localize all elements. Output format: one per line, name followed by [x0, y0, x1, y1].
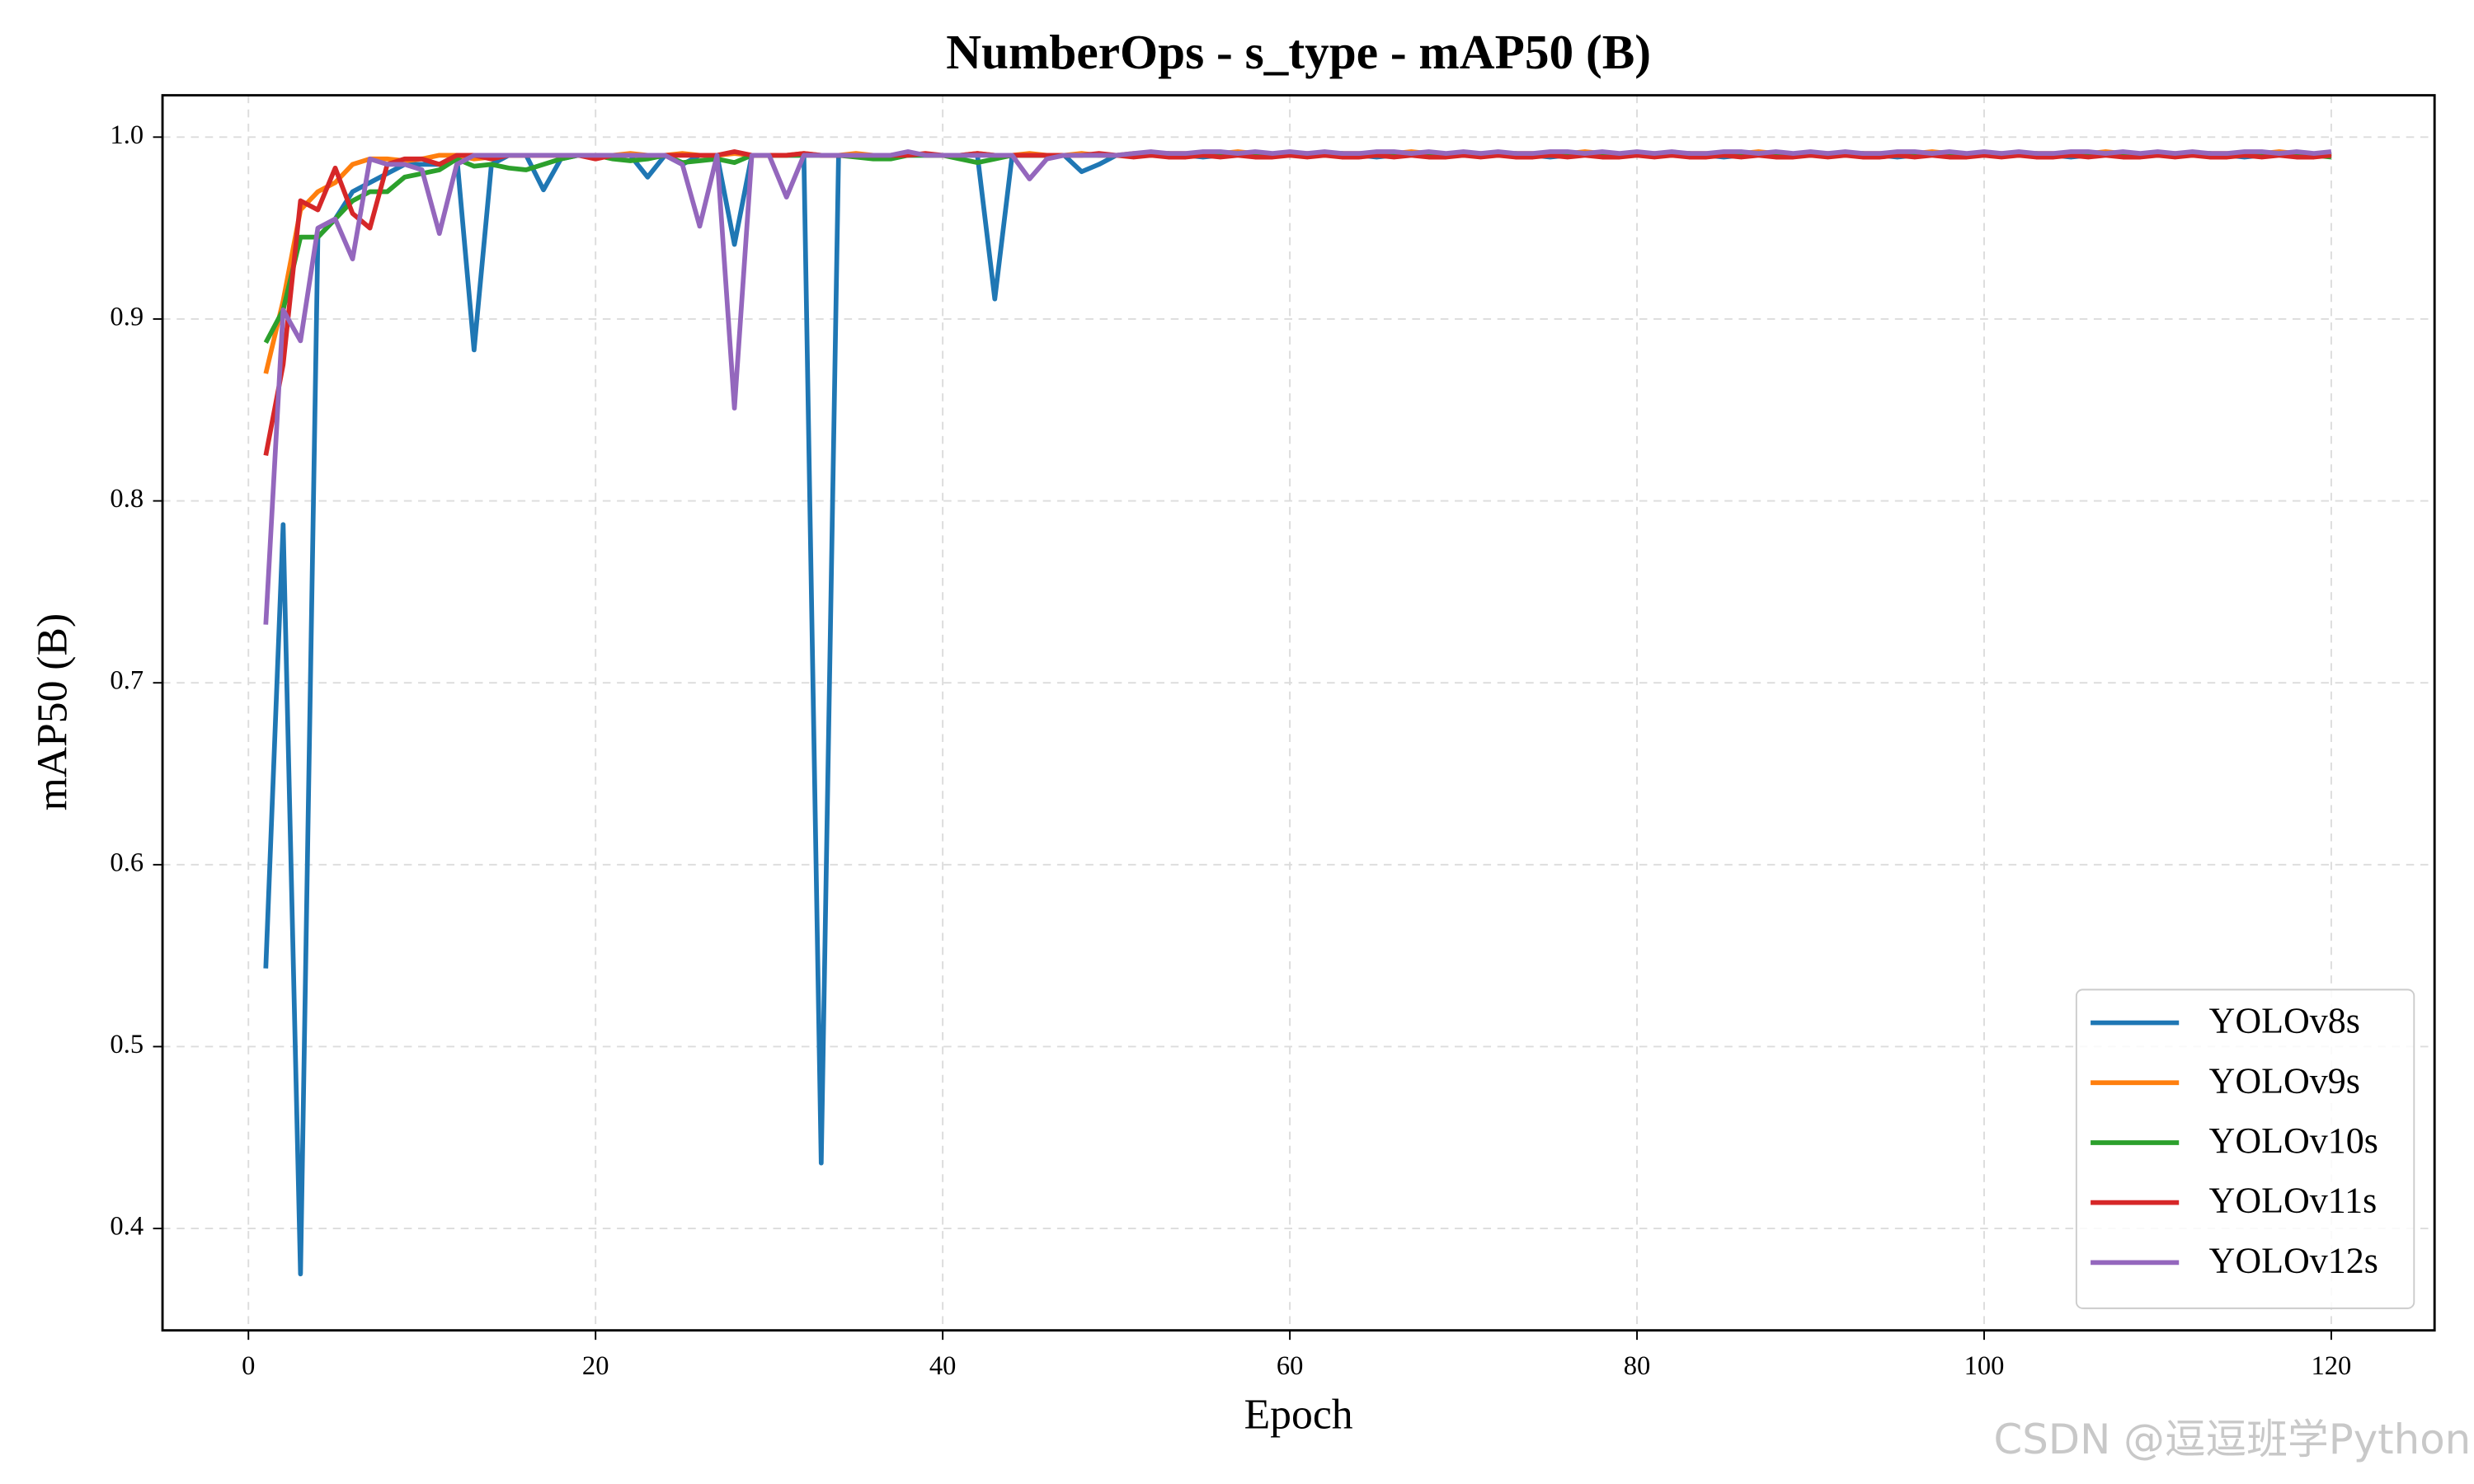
legend-box [2075, 989, 2415, 1309]
legend-label: YOLOv9s [2209, 1060, 2360, 1101]
x-tick-label: 120 [2312, 1351, 2352, 1381]
y-tick-label: 0.5 [110, 1030, 143, 1059]
x-axis-label: Epoch [1244, 1392, 1353, 1439]
y-tick-label: 0.7 [110, 666, 143, 696]
x-tick-label: 100 [1964, 1351, 2005, 1381]
y-tick-label: 0.9 [110, 302, 143, 331]
legend: YOLOv8s YOLOv9s YOLOv10s YOLOv11s YOLOv12s [2075, 989, 2415, 1309]
y-tick-label: 0.4 [110, 1212, 143, 1242]
x-tick-label: 40 [929, 1351, 957, 1381]
y-tick-label: 1.0 [110, 120, 143, 150]
x-tick-label: 60 [1277, 1351, 1304, 1381]
y-tick-label: 0.8 [110, 484, 143, 514]
legend-label: YOLOv12s [2209, 1240, 2378, 1280]
legend-label: YOLOv11s [2209, 1181, 2378, 1221]
y-axis-label: mAP50 (B) [30, 613, 77, 811]
x-tick-label: 0 [242, 1351, 255, 1381]
y-tick-label: 0.6 [110, 848, 143, 877]
x-tick-label: 20 [582, 1351, 609, 1381]
series-line [263, 149, 2332, 625]
legend-label: YOLOv10s [2209, 1120, 2378, 1161]
plot-frame [161, 94, 2436, 1332]
legend-label: YOLOv8s [2209, 1001, 2360, 1041]
watermark: CSDN @逗逗班学Python [1993, 1416, 2471, 1463]
x-tick-label: 80 [1624, 1351, 1651, 1381]
chart-title: NumberOps - s_type - mAP50 (B) [946, 25, 1651, 79]
